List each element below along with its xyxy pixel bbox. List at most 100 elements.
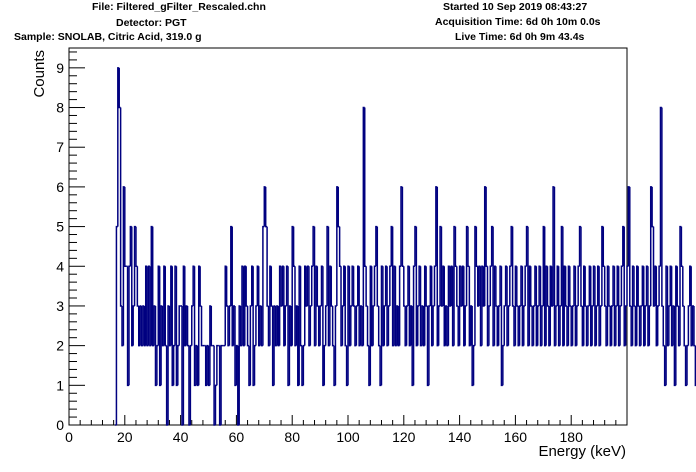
histogram-bin [683,305,686,347]
histogram-bin [640,305,643,346]
histogram-bin [398,265,402,346]
histogram-bin [191,305,194,346]
histogram-bin [602,226,605,268]
x-axis: 0 20 40 60 80 100 120 140 160 180 [65,415,628,445]
histogram-bin [502,344,505,386]
histogram-bin [292,226,295,268]
histogram-bin [412,265,415,386]
histogram-bin [546,266,549,307]
histogram-bin [648,305,651,346]
histogram-bin [338,226,342,268]
histogram-bin [350,305,353,346]
histogram-bin [383,305,386,346]
histogram-bin [485,186,488,268]
histogram-bin [495,266,498,307]
histogram-bin [530,266,533,307]
histogram-bin [467,226,470,268]
histogram-bin [344,266,347,347]
histogram-bin [580,226,583,307]
histogram-bin [334,305,337,386]
histogram-bin [564,266,568,307]
histogram-bin [299,266,302,347]
histogram-bin [228,305,231,346]
histogram-bin [629,186,632,307]
histogram-bin [270,266,273,307]
x-tick-label: 100 [336,429,360,445]
histogram-bin [577,265,580,306]
histogram-bin [651,186,654,228]
histogram-bin [620,265,623,306]
histogram-bin [619,305,622,346]
histogram-bin [177,344,180,386]
histogram-bin [693,305,696,347]
histogram-bin [341,305,344,346]
histogram-bin [389,265,392,306]
histogram-bin [363,107,367,268]
histogram-bin [656,305,660,346]
histogram-bin [189,344,192,425]
file-label: File: Filtered_gFilter_Rescaled.chn [92,1,266,13]
histogram-bin [694,345,696,387]
histogram-bin [324,305,328,346]
histogram-bin [310,265,314,306]
histogram-bin [316,266,319,307]
histogram-bin [437,305,441,346]
histogram-bin [668,305,671,346]
histogram-bin [610,305,614,346]
histogram-bin [323,344,326,386]
histogram-bin [555,305,558,346]
histogram-bin [511,226,514,307]
x-axis-title: Energy (keV) [538,443,626,460]
histogram-bin [284,305,287,346]
histogram-bin [135,226,138,268]
sample-label: Sample: SNOLAB, Citric Acid, 319.0 g [14,31,202,43]
histogram-bin [387,305,390,346]
histogram-bin [220,344,223,425]
histogram-bin [366,305,369,347]
histogram-bin [425,266,428,307]
y-axis: 0 1 2 3 4 5 6 7 8 9 [56,51,85,433]
histogram-bin [680,226,683,268]
histogram-bin [119,107,123,307]
histogram-bin [156,344,159,386]
histogram-bin [595,305,598,346]
histogram-bin [503,305,506,346]
histogram-bin [352,266,355,307]
y-tick-label: 2 [56,338,64,354]
histogram-bin [454,226,457,268]
histogram-bin [569,266,572,307]
histogram-bin [676,266,679,307]
x-tick-label: 160 [504,429,528,445]
histogram-bin [658,265,661,306]
histogram-bin [532,305,535,346]
histogram-bin [355,305,358,346]
histogram-bin [266,226,269,307]
live-time-label: Live Time: 6d 0h 9m 43.4s [455,31,585,43]
x-tick-label: 180 [560,429,584,445]
histogram-bin [591,305,594,346]
histogram-bin [210,305,213,347]
histogram-bin [118,67,121,109]
histogram-bin [432,305,435,346]
histogram-bin [682,266,685,307]
histogram-bin [587,305,590,346]
x-tick-label: 140 [448,429,472,445]
histogram-bin [516,266,519,307]
histogram-bin [475,226,478,268]
histogram-bin [331,305,335,347]
histogram-bin [376,226,379,307]
histogram-bin [124,186,127,268]
x-tick-label: 80 [284,429,300,445]
histogram-bin [128,265,131,386]
histogram-bin [225,266,229,307]
histogram-bin [216,344,219,386]
histogram-bin [536,305,540,346]
acquisition-time-label: Acquisition Time: 6d 0h 10m 0.0s [435,16,601,28]
histogram-bin [200,305,203,347]
histogram-bin [662,305,665,347]
histogram-bin [115,225,118,425]
histogram-bin [249,305,252,386]
histogram-bin [523,305,526,346]
histogram-bin [571,305,574,346]
histogram-bin [518,305,521,346]
